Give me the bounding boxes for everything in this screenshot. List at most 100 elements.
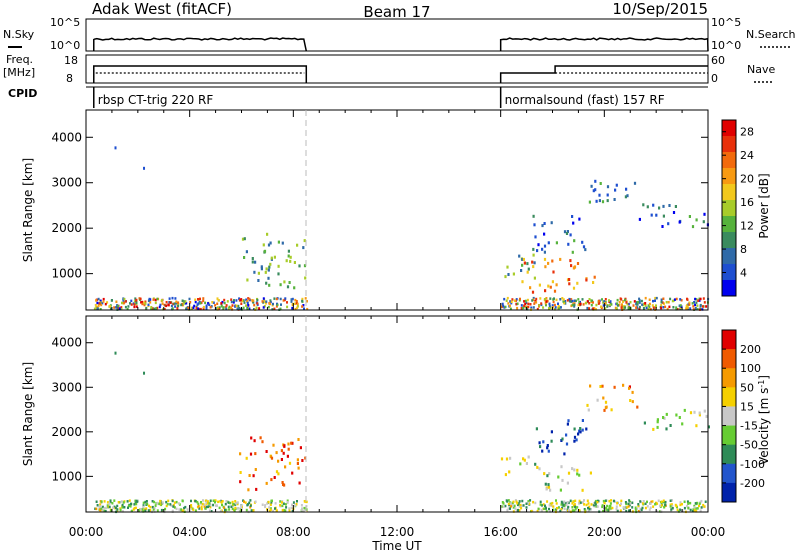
power-cell <box>579 303 582 306</box>
power-cell <box>699 297 702 301</box>
velocity-cell <box>238 510 241 513</box>
power-cell <box>680 305 683 308</box>
power-cell <box>97 297 100 301</box>
power-cell <box>208 303 211 306</box>
velocity-cell <box>628 499 631 502</box>
power-cell <box>552 270 555 274</box>
velocity-cell <box>552 505 555 508</box>
power-cell <box>571 303 574 307</box>
velocity-cell <box>147 509 150 512</box>
velocity-cell <box>186 508 189 511</box>
velocity-cell <box>656 420 659 424</box>
velocity-cell <box>270 456 274 460</box>
velocity-cell <box>662 416 665 419</box>
power-cell <box>512 272 515 276</box>
power-cell <box>239 298 242 302</box>
velocity-cell <box>173 501 176 504</box>
velocity-cell <box>305 500 308 504</box>
power-y-tick-label: 4000 <box>51 130 82 144</box>
velocity-cell <box>675 413 678 417</box>
power-cell <box>535 301 538 304</box>
velocity-cell <box>217 500 220 504</box>
power-cell <box>702 297 705 300</box>
power-cell <box>261 300 264 303</box>
power-cell <box>588 298 591 301</box>
velocity-cell <box>511 504 514 507</box>
power-cell <box>185 307 188 311</box>
velocity-cell <box>627 505 630 508</box>
power-cell <box>571 215 574 218</box>
power-cell <box>303 264 307 268</box>
power-cell <box>148 299 150 302</box>
velocity-cell <box>287 442 290 446</box>
power-cell <box>635 303 638 306</box>
velocity-cell <box>567 505 570 509</box>
power-cell <box>165 304 168 308</box>
velocity-cell <box>590 503 593 506</box>
velocity-cell <box>259 436 262 440</box>
power-cell <box>615 183 618 187</box>
power-cell <box>285 259 288 263</box>
power-cell <box>654 305 657 309</box>
power-cell <box>302 304 305 307</box>
velocity-cell <box>583 499 585 502</box>
velocity-cell <box>599 385 602 388</box>
power-cell <box>124 305 127 309</box>
power-cell <box>582 245 586 249</box>
power-cell <box>257 271 260 275</box>
power-cell <box>592 307 594 310</box>
velocity-cell <box>239 480 242 484</box>
velocity-cell <box>295 503 298 506</box>
velocity-cell <box>146 502 149 506</box>
power-cell <box>518 254 521 258</box>
power-cell <box>127 305 130 308</box>
power-cell <box>210 305 213 308</box>
velocity-cell <box>297 466 300 470</box>
power-cell <box>649 308 652 311</box>
velocity-colorbar-tick: -200 <box>740 477 765 490</box>
power-cell <box>199 307 202 311</box>
power-cell <box>253 270 256 274</box>
velocity-cell <box>284 503 287 506</box>
velocity-cell <box>625 502 628 506</box>
power-cell <box>516 302 519 305</box>
velocity-cell <box>204 507 207 510</box>
velocity-colorbar-swatch <box>722 444 736 465</box>
velocity-cell <box>190 499 192 503</box>
power-cell <box>568 278 571 281</box>
power-cell <box>691 225 695 229</box>
power-cell <box>565 232 569 235</box>
velocity-cell <box>291 510 294 513</box>
velocity-cell <box>197 504 200 508</box>
power-cell <box>578 217 581 221</box>
power-cell <box>255 306 258 309</box>
power-cell <box>301 297 304 301</box>
power-cell <box>202 305 205 309</box>
velocity-cell <box>581 488 584 492</box>
power-cell <box>522 257 525 261</box>
power-cell <box>197 298 199 301</box>
velocity-cell <box>649 506 652 509</box>
power-cell <box>597 299 600 303</box>
velocity-cell <box>539 445 542 449</box>
power-cell <box>287 249 290 253</box>
velocity-cell <box>143 371 146 375</box>
velocity-cell <box>517 508 519 512</box>
power-cell <box>575 299 577 303</box>
power-cell <box>267 305 270 309</box>
velocity-cell <box>541 449 544 453</box>
power-cell <box>171 307 174 310</box>
date-title: 10/Sep/2015 <box>612 0 708 18</box>
velocity-cell <box>631 400 634 404</box>
power-cell <box>617 304 619 307</box>
velocity-cell <box>643 421 646 425</box>
velocity-cell <box>279 503 282 507</box>
velocity-colorbar-swatch <box>722 425 736 446</box>
power-cell <box>168 297 171 300</box>
velocity-cell <box>693 509 696 512</box>
velocity-cell <box>522 457 525 461</box>
power-cell <box>109 307 112 310</box>
velocity-cell <box>679 503 682 507</box>
power-cell <box>663 302 665 305</box>
power-cell <box>549 306 552 310</box>
